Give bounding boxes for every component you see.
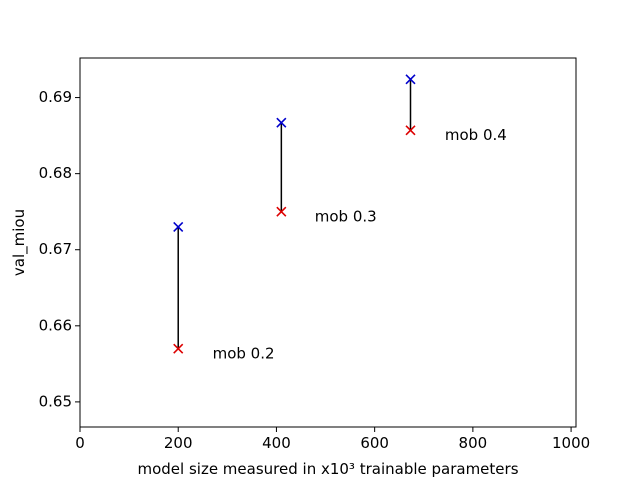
y-tick-label-4: 0.69 (39, 88, 72, 106)
data-point-0-2 (405, 74, 416, 85)
x-tick-label-0: 0 (75, 434, 85, 452)
plot-frame (79, 57, 577, 428)
x-tick-label-3: 600 (360, 434, 389, 452)
marker-stroke (173, 221, 184, 232)
x-axis-label: model size measured in x10³ trainable pa… (137, 460, 518, 478)
data-point-1-0 (173, 343, 184, 354)
y-tick-label-0: 0.65 (39, 392, 72, 410)
x-tick-label-4: 800 (459, 434, 488, 452)
x-tick-label-5: 1000 (552, 434, 590, 452)
data-point-0-1 (276, 117, 287, 128)
annotation-0: mob 0.2 (213, 344, 275, 362)
x-tick-label-1: 200 (164, 434, 193, 452)
data-point-1-1 (276, 206, 287, 217)
annotation-1: mob 0.3 (315, 208, 377, 226)
y-tick-label-3: 0.68 (39, 164, 72, 182)
data-point-0-0 (173, 221, 184, 232)
data-point-1-2 (405, 125, 416, 136)
y-tick-label-2: 0.67 (39, 240, 72, 258)
x-tick-label-2: 400 (262, 434, 291, 452)
marker-stroke (173, 343, 184, 354)
y-tick-label-1: 0.66 (39, 316, 72, 334)
marker-stroke (405, 74, 416, 85)
marker-stroke (405, 125, 416, 136)
plot-area: mob 0.2 mob 0.3 mob 0.4 (173, 74, 507, 362)
annotation-2: mob 0.4 (445, 126, 507, 144)
y-axis-label: val_miou (10, 209, 29, 276)
axes-ticks: 0 200 400 600 800 1000 0.65 0.66 0.67 0.68 0.69 (39, 88, 591, 452)
marker-stroke (276, 206, 287, 217)
marker-stroke (276, 117, 287, 128)
